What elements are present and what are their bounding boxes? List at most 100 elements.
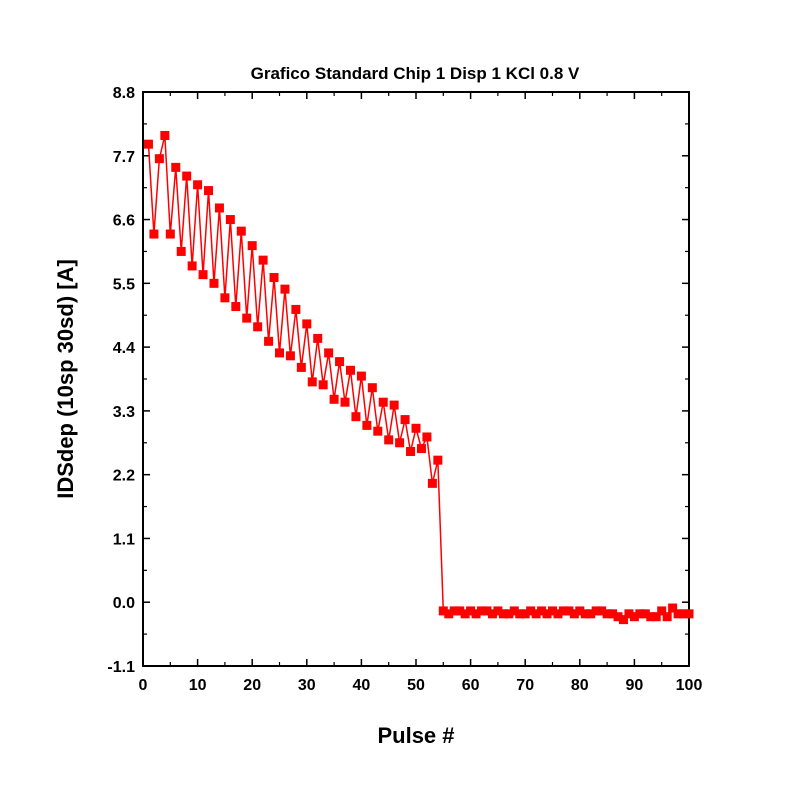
data-point: [209, 278, 219, 288]
data-point: [351, 412, 361, 422]
data-point: [569, 609, 579, 619]
data-point: [553, 609, 563, 619]
data-point: [504, 609, 514, 619]
y-tick-label: 0.0: [113, 595, 135, 612]
x-tick-label: 40: [353, 677, 371, 694]
data-point: [345, 365, 355, 375]
data-point: [471, 609, 481, 619]
data-point: [558, 606, 568, 616]
data-point: [460, 609, 470, 619]
data-point: [362, 420, 372, 430]
data-point: [542, 609, 552, 619]
data-point: [455, 606, 465, 616]
y-tick-label: 7.7: [113, 149, 135, 166]
data-point: [531, 609, 541, 619]
data-point: [515, 609, 525, 619]
data-point: [646, 612, 656, 622]
data-point: [444, 609, 454, 619]
y-tick-label: 6.6: [113, 213, 135, 230]
data-point: [149, 229, 159, 239]
y-tick-label: 4.4: [113, 340, 135, 357]
data-point: [395, 438, 405, 448]
series-line: [147, 135, 689, 621]
data-point: [651, 612, 661, 622]
data-point: [275, 348, 284, 358]
series-layer: [143, 130, 694, 625]
data-point: [165, 229, 175, 239]
data-point: [389, 400, 399, 410]
plot-area: [142, 91, 690, 667]
x-tick-label: 10: [189, 677, 207, 694]
data-point: [537, 606, 547, 616]
data-point: [378, 397, 388, 407]
data-point: [329, 394, 339, 404]
data-point: [449, 606, 459, 616]
x-tick-label: 70: [516, 677, 534, 694]
data-point: [367, 383, 377, 393]
data-point: [324, 348, 334, 358]
data-point: [307, 377, 317, 387]
data-point: [580, 609, 590, 619]
x-tick-label: 90: [626, 677, 644, 694]
data-point: [247, 241, 257, 251]
data-point: [608, 609, 618, 619]
data-point: [477, 606, 487, 616]
data-point: [253, 322, 263, 332]
data-point: [640, 609, 650, 619]
data-point: [182, 171, 192, 181]
x-tick-label: 20: [243, 677, 261, 694]
plot-frame: [142, 91, 690, 667]
data-point: [335, 357, 345, 367]
data-point: [411, 423, 421, 433]
data-point: [657, 606, 667, 616]
x-tick-label: 50: [407, 677, 425, 694]
data-point: [340, 397, 350, 407]
data-point: [302, 319, 312, 329]
data-point: [602, 609, 612, 619]
data-point: [356, 371, 366, 381]
data-point: [225, 215, 235, 225]
data-point: [198, 270, 208, 280]
data-point: [586, 609, 596, 619]
data-point: [591, 606, 601, 616]
data-point: [493, 606, 503, 616]
data-point: [438, 606, 448, 616]
data-point: [427, 478, 437, 488]
y-tick-label: 5.5: [113, 276, 135, 293]
data-point: [258, 255, 268, 265]
data-point: [214, 203, 224, 213]
data-point: [269, 273, 279, 283]
data-point: [487, 609, 497, 619]
x-axis-ticks: 0 10 20 30 40 50 60 70 80 90 100: [139, 92, 702, 694]
data-point: [482, 606, 492, 616]
data-point: [285, 351, 295, 361]
data-point: [242, 313, 252, 323]
data-point: [318, 380, 328, 390]
x-tick-label: 60: [462, 677, 480, 694]
x-tick-label: 0: [139, 677, 148, 694]
data-point: [264, 336, 274, 346]
data-point: [231, 302, 241, 312]
y-axis-ticks: -1.1 0.0 1.1 2.2 3.3 4.4 5.5 6.6 7.7 8.8: [107, 85, 689, 676]
data-point: [668, 603, 678, 613]
data-point: [526, 606, 536, 616]
data-point: [193, 180, 203, 190]
data-point: [176, 246, 186, 256]
chart-title: Grafico Standard Chip 1 Disp 1 KCl 0.8 V: [251, 64, 580, 83]
data-point: [520, 609, 530, 619]
y-tick-label: 3.3: [113, 404, 135, 421]
data-point: [613, 612, 623, 622]
x-axis-label: Pulse #: [377, 723, 454, 748]
y-tick-label: 2.2: [113, 468, 135, 485]
y-tick-label: 8.8: [113, 85, 135, 102]
data-point: [629, 612, 639, 622]
data-point: [416, 444, 426, 454]
data-point: [204, 186, 214, 196]
data-point: [635, 609, 645, 619]
data-point: [384, 435, 394, 445]
data-point: [673, 609, 683, 619]
x-tick-label: 30: [298, 677, 316, 694]
data-point: [313, 333, 323, 343]
data-point: [684, 609, 694, 619]
x-tick-label: 80: [571, 677, 589, 694]
